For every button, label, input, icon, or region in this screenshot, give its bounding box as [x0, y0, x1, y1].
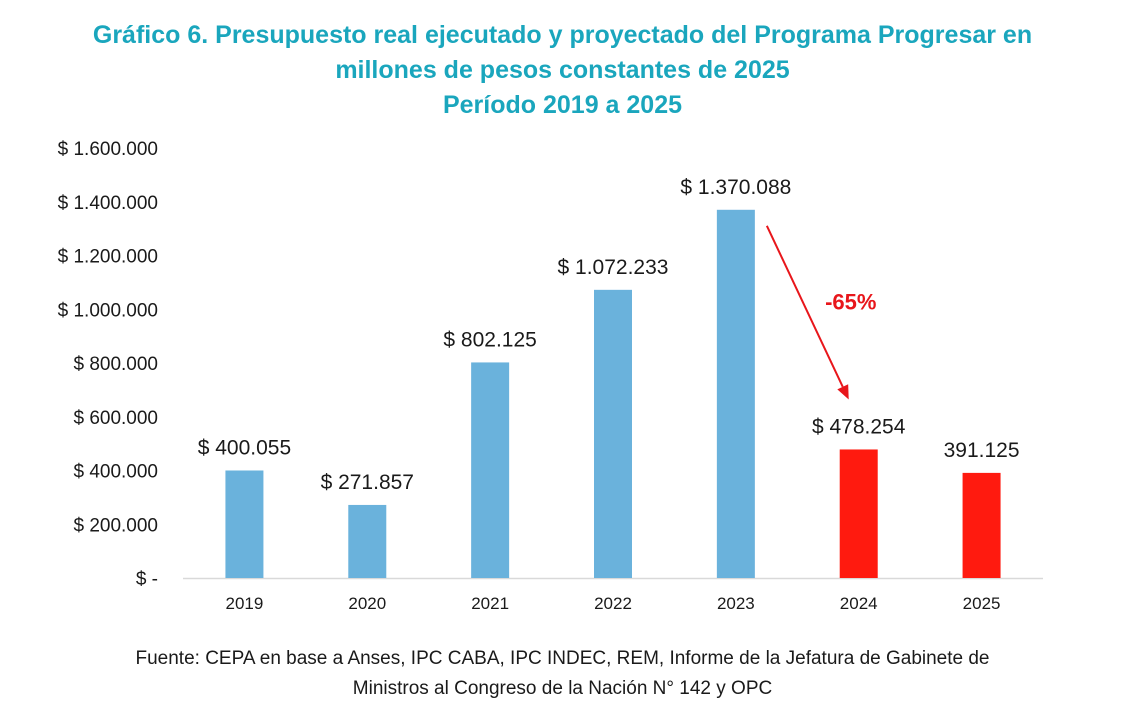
bar-2020 [348, 504, 387, 578]
data-label-2022: $ 1.072.233 [558, 256, 669, 279]
data-label-2021: $ 802.125 [443, 328, 536, 351]
annotation-label: -65% [825, 290, 876, 315]
y-tick-label: $ - [136, 569, 158, 590]
bar-2022 [594, 289, 632, 578]
y-tick-label: $ 1.000.000 [58, 300, 158, 321]
chart-title-line-1: Gráfico 6. Presupuesto real ejecutado y … [92, 21, 1033, 49]
x-tick-label: 2021 [471, 594, 509, 613]
arrow-head-icon [837, 384, 849, 400]
data-labels: $ 400.055 $ 271.857 $ 802.125 $ 1.072.233 $ … [198, 176, 1020, 494]
chart-title-line-2: millones de pesos constantes de 2025 [335, 56, 790, 84]
x-tick-label: 2025 [963, 594, 1001, 613]
data-label-2023: $ 1.370.088 [680, 176, 791, 199]
y-tick-label: $ 1.600.000 [58, 139, 158, 160]
data-label-2019: $ 400.055 [198, 436, 291, 459]
bar-2024 [839, 449, 878, 578]
y-tick-label: $ 200.000 [73, 515, 158, 536]
y-tick-label: $ 1.400.000 [58, 193, 158, 214]
x-tick-label: 2020 [348, 594, 386, 613]
data-label-2020: $ 271.857 [321, 471, 414, 494]
y-tick-label: $ 600.000 [73, 408, 158, 429]
bar-2021 [471, 362, 510, 578]
x-axis-ticks: 2019 2020 2021 2022 2023 2024 2025 [226, 594, 1001, 613]
x-tick-label: 2019 [226, 594, 264, 613]
chart-title: Gráfico 6. Presupuesto real ejecutado y … [0, 18, 1125, 123]
annotations: -65% [765, 225, 876, 400]
bar-2025 [962, 472, 1001, 578]
source-line-1: Fuente: CEPA en base a Anses, IPC CABA, … [135, 648, 990, 669]
x-tick-label: 2024 [840, 594, 878, 613]
y-tick-label: $ 800.000 [73, 354, 158, 375]
y-axis: $ - $ 200.000 $ 400.000 $ 600.000 $ 800.000 $… [58, 139, 158, 590]
data-label-2025: 391.125 [944, 439, 1020, 462]
data-label-2024: $ 478.254 [812, 415, 906, 438]
y-tick-label: $ 1.200.000 [58, 247, 158, 268]
bars [225, 209, 1001, 578]
bar-2023 [716, 209, 755, 578]
x-tick-label: 2023 [717, 594, 755, 613]
y-tick-label: $ 400.000 [73, 462, 158, 483]
source-line-2: Ministros al Congreso de la Nación N° 14… [352, 678, 773, 699]
source-note: Fuente: CEPA en base a Anses, IPC CABA, … [0, 644, 1125, 704]
chart-subtitle: Período 2019 a 2025 [442, 91, 683, 119]
decline-arrow-line [765, 225, 844, 388]
x-tick-label: 2022 [594, 594, 632, 613]
bar-2019 [225, 470, 264, 578]
